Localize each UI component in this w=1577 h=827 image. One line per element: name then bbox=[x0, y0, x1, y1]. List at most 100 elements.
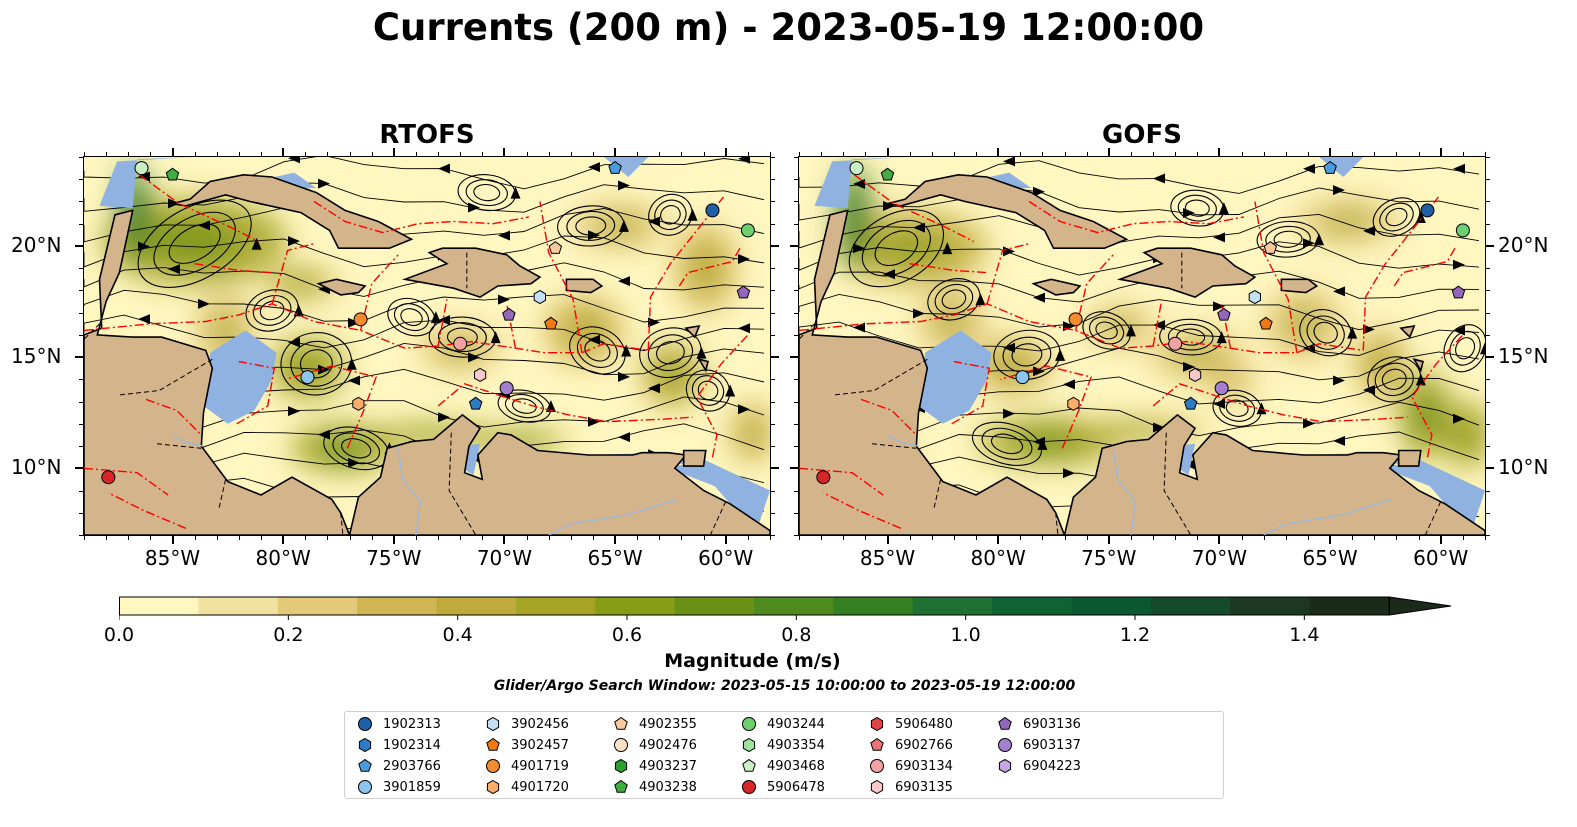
legend-item[interactable]: 4903237 bbox=[613, 756, 697, 776]
legend-item[interactable]: 3901859 bbox=[357, 777, 441, 797]
float-marker-6903136[interactable] bbox=[502, 307, 516, 321]
float-marker-6903136[interactable] bbox=[1451, 285, 1466, 299]
float-marker-6903137[interactable] bbox=[499, 381, 514, 396]
legend-item[interactable]: 4903468 bbox=[741, 756, 825, 776]
legend-item[interactable]: 6903137 bbox=[997, 735, 1081, 755]
legend-item[interactable]: 4901719 bbox=[485, 756, 569, 776]
colorbar bbox=[118, 596, 1454, 624]
minor-tick bbox=[283, 536, 285, 540]
float-marker-3901859[interactable] bbox=[1015, 370, 1030, 385]
legend-item[interactable]: 1902314 bbox=[357, 735, 441, 755]
minor-tick bbox=[79, 379, 83, 381]
minor-tick bbox=[371, 152, 373, 156]
float-marker-4901720[interactable] bbox=[1067, 396, 1080, 411]
minor-tick bbox=[327, 536, 329, 540]
minor-tick bbox=[953, 536, 955, 540]
minor-tick bbox=[1486, 312, 1490, 314]
legend-item[interactable]: 2903766 bbox=[357, 756, 441, 776]
minor-tick bbox=[771, 446, 775, 448]
float-marker-4903244[interactable] bbox=[1455, 223, 1470, 238]
lon-tick-label: 60°W bbox=[1413, 546, 1469, 570]
float-marker-4902355[interactable] bbox=[548, 241, 563, 254]
float-marker-1902313[interactable] bbox=[1420, 203, 1435, 218]
legend-item[interactable]: 1902313 bbox=[357, 714, 441, 734]
float-marker-4903244[interactable] bbox=[740, 223, 755, 238]
minor-tick bbox=[84, 152, 85, 156]
map-canvas bbox=[84, 157, 770, 535]
lon-tick-mark bbox=[614, 536, 617, 544]
float-marker-3902457[interactable] bbox=[1259, 316, 1273, 330]
float-marker-4903238[interactable] bbox=[880, 167, 895, 181]
legend-item[interactable]: 5906478 bbox=[741, 777, 825, 797]
panel-title-gofs: GOFS bbox=[1102, 120, 1182, 150]
legend-item[interactable]: 6903135 bbox=[869, 777, 953, 797]
minor-tick bbox=[172, 152, 174, 156]
minor-tick bbox=[526, 536, 528, 540]
lat-tick-label: 15°N bbox=[11, 344, 62, 369]
float-marker-6903134[interactable] bbox=[1168, 336, 1183, 351]
float-marker-6903135[interactable] bbox=[1189, 367, 1202, 382]
legend-item[interactable]: 4902355 bbox=[613, 714, 697, 734]
float-marker-4901720[interactable] bbox=[352, 396, 365, 411]
float-marker-4903238[interactable] bbox=[165, 167, 180, 181]
float-marker-6903136[interactable] bbox=[1217, 307, 1231, 321]
lon-tick-mark bbox=[392, 536, 395, 544]
minor-tick bbox=[1330, 152, 1332, 156]
minor-tick bbox=[637, 152, 639, 156]
legend: 1902313 1902314 2903766 3901859 3902456 39024… bbox=[344, 711, 1224, 799]
legend-item[interactable]: 6903134 bbox=[869, 756, 953, 776]
float-marker-6903136[interactable] bbox=[736, 285, 751, 299]
legend-item[interactable]: 6904223 bbox=[997, 756, 1081, 776]
circle-marker-icon bbox=[358, 780, 372, 794]
minor-tick bbox=[770, 152, 771, 156]
minor-tick bbox=[261, 152, 263, 156]
float-marker-6903135[interactable] bbox=[474, 367, 487, 382]
legend-item[interactable]: 4903238 bbox=[613, 777, 697, 797]
float-marker-6903134[interactable] bbox=[453, 336, 468, 351]
minor-tick bbox=[1486, 201, 1490, 203]
lat-tick-mark bbox=[771, 244, 779, 247]
colorbar-segment bbox=[1230, 597, 1311, 615]
legend-item[interactable]: 6903136 bbox=[997, 714, 1081, 734]
float-marker-4903468[interactable] bbox=[849, 161, 864, 176]
float-marker-4901719[interactable] bbox=[353, 312, 368, 327]
float-marker-6903137[interactable] bbox=[1214, 381, 1229, 396]
legend-item[interactable]: 4903244 bbox=[741, 714, 825, 734]
minor-tick bbox=[794, 401, 798, 403]
minor-tick bbox=[703, 536, 705, 540]
float-marker-4901719[interactable] bbox=[1068, 312, 1083, 327]
float-marker-3902456[interactable] bbox=[533, 290, 546, 305]
float-marker-2903766[interactable] bbox=[608, 160, 622, 174]
map-panel-rtofs[interactable] bbox=[83, 156, 771, 536]
legend-item[interactable]: 3902456 bbox=[485, 714, 569, 734]
minor-tick bbox=[393, 152, 395, 156]
minor-tick bbox=[1374, 536, 1376, 540]
legend-item[interactable]: 4901720 bbox=[485, 777, 569, 797]
legend-item[interactable]: 6902766 bbox=[869, 735, 953, 755]
search-window-text: Glider/Argo Search Window: 2023-05-15 10… bbox=[493, 678, 1076, 694]
lat-tick-mark bbox=[1486, 467, 1494, 470]
legend-item[interactable]: 4903354 bbox=[741, 735, 825, 755]
minor-tick bbox=[79, 535, 83, 536]
legend-item[interactable]: 3902457 bbox=[485, 735, 569, 755]
float-marker-2903766[interactable] bbox=[1323, 160, 1337, 174]
float-marker-1902314[interactable] bbox=[1183, 396, 1198, 410]
lon-tick-label: 75°W bbox=[1081, 546, 1137, 570]
float-marker-1902313[interactable] bbox=[705, 203, 720, 218]
minor-tick bbox=[794, 268, 798, 270]
float-marker-3901859[interactable] bbox=[300, 370, 315, 385]
colorbar-tick-label: 1.2 bbox=[1119, 624, 1151, 646]
land bbox=[84, 173, 770, 535]
float-marker-5906478[interactable] bbox=[816, 470, 831, 485]
legend-item[interactable]: 5906480 bbox=[869, 714, 953, 734]
float-marker-5906478[interactable] bbox=[101, 470, 116, 485]
hexagon-marker-icon bbox=[486, 716, 500, 732]
float-marker-4903468[interactable] bbox=[134, 161, 149, 176]
float-marker-4902355[interactable] bbox=[1263, 241, 1278, 254]
legend-item[interactable]: 4902476 bbox=[613, 735, 697, 755]
float-marker-3902457[interactable] bbox=[544, 316, 558, 330]
minor-tick bbox=[1486, 535, 1490, 536]
float-marker-1902314[interactable] bbox=[468, 396, 483, 410]
float-marker-3902456[interactable] bbox=[1248, 290, 1261, 305]
map-panel-gofs[interactable] bbox=[798, 156, 1486, 536]
